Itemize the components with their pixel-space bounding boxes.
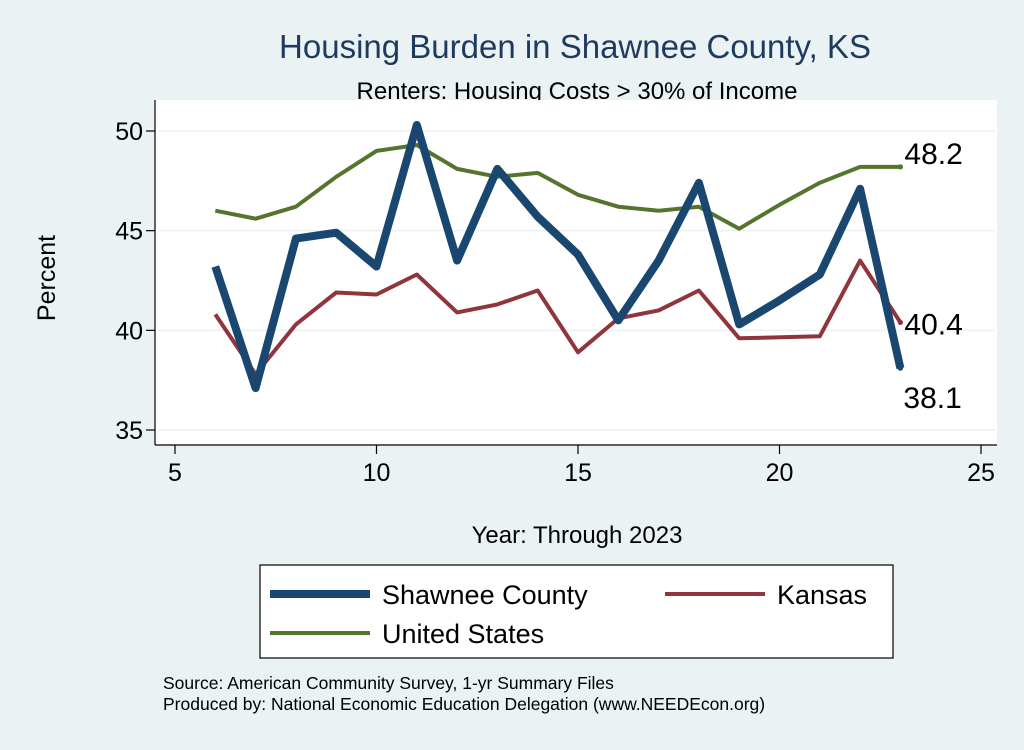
series-lines [211,121,905,393]
source-note: Source: American Community Survey, 1-yr … [163,673,614,693]
y-axis-title: Percent [33,235,61,321]
end-label-shawnee-county: 38.1 [903,382,961,415]
x-tick-label: 25 [967,459,995,487]
x-axis-title: Year: Through 2023 [472,522,683,549]
end-label-kansas: 40.4 [904,308,962,341]
x-tick-label: 15 [564,459,592,487]
grid-lines [158,130,995,431]
series-end-point-kansas [897,319,904,325]
legend-label-kansas: Kansas [777,580,867,610]
x-tick-label: 10 [363,459,391,487]
y-tick-label: 40 [115,317,143,345]
axes: 35 40 45 50 5 10 15 20 25 [115,100,997,487]
end-labels: 38.1 40.4 48.2 [903,138,962,415]
y-tick-label: 50 [115,118,143,146]
series-line-kansas [213,258,903,377]
plot-area [155,100,997,445]
end-label-united-states: 48.2 [904,138,962,171]
chart-title: Housing Burden in Shawnee County, KS [279,28,871,65]
legend-label-shawnee-county: Shawnee County [382,580,588,610]
series-end-point-united-states [897,164,904,170]
series-line-united-states [214,143,901,231]
y-tick-label: 45 [115,218,143,246]
series-line-shawnee-county [211,121,905,393]
legend: Shawnee County Kansas United States [270,580,867,649]
producer-note: Produced by: National Economic Education… [163,694,765,714]
series-end-point-shawnee-county [897,365,904,371]
x-tick-label: 20 [766,459,794,487]
legend-box [259,564,894,659]
y-tick-label: 35 [115,417,143,445]
legend-label-united-states: United States [382,619,544,649]
x-tick-label: 5 [168,459,182,487]
